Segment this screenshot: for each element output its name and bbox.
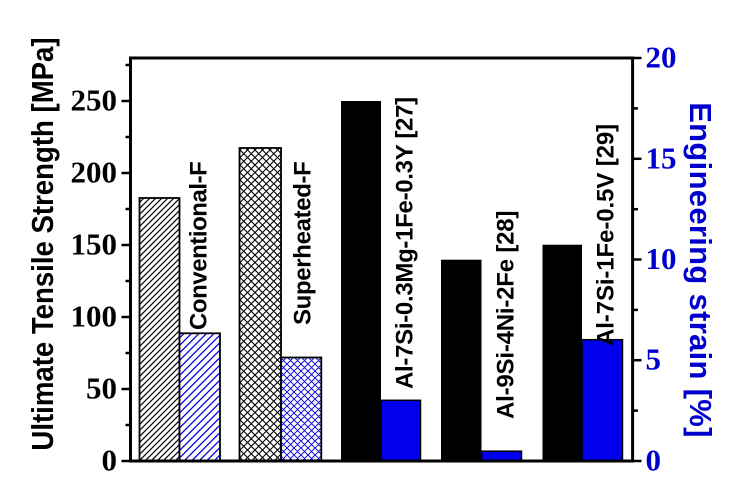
svg-text:Engineering strain [%]: Engineering strain [%] (683, 102, 718, 438)
svg-text:20: 20 (646, 40, 677, 75)
svg-text:200: 200 (71, 155, 118, 190)
svg-text:Al-7Si-1Fe-0.5V [29]: Al-7Si-1Fe-0.5V [29] (593, 124, 620, 346)
svg-text:0: 0 (646, 443, 662, 478)
svg-text:10: 10 (646, 241, 677, 276)
svg-text:Conventional-F: Conventional-F (186, 162, 213, 330)
svg-text:15: 15 (646, 140, 677, 175)
svg-text:5: 5 (646, 342, 662, 377)
svg-text:Al-7Si-0.3Mg-1Fe-0.3Y [27]: Al-7Si-0.3Mg-1Fe-0.3Y [27] (392, 97, 419, 389)
svg-text:Ultimate Tensile Strength [MPa: Ultimate Tensile Strength [MPa] (26, 37, 61, 450)
svg-text:0: 0 (102, 443, 118, 478)
svg-text:Al-9Si-4Ni-2Fe [28]: Al-9Si-4Ni-2Fe [28] (493, 211, 520, 419)
svg-text:Superheated-F: Superheated-F (290, 162, 317, 325)
svg-text:100: 100 (71, 299, 118, 334)
svg-text:250: 250 (71, 83, 118, 118)
svg-text:50: 50 (86, 371, 117, 406)
svg-text:150: 150 (71, 227, 118, 262)
